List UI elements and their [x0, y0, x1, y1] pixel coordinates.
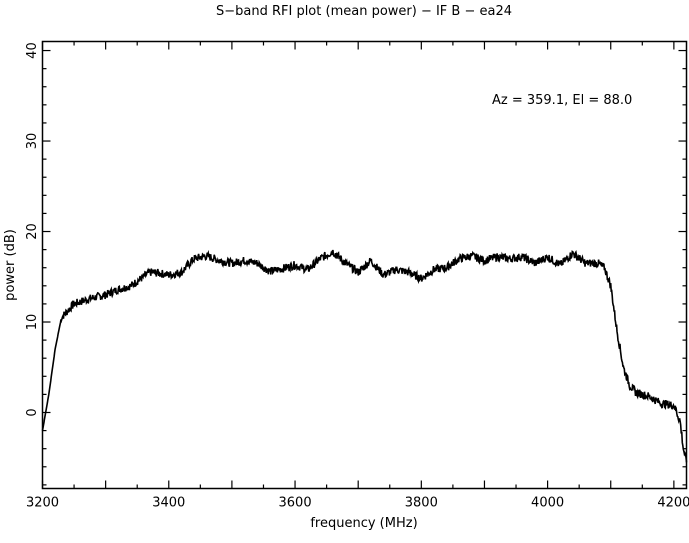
plot-frame	[41, 40, 688, 490]
x-tick-label: 4200	[657, 496, 689, 511]
x-tick-label: 4000	[531, 496, 564, 511]
ticks	[41, 41, 687, 489]
y-tick-label: 20	[25, 223, 40, 240]
az-el-annotation: Az = 359.1, El = 88.0	[492, 93, 632, 108]
chart-title: S−band RFI plot (mean power) − IF B − ea…	[216, 4, 512, 19]
y-tick-label: 10	[25, 314, 40, 331]
y-tick-label: 0	[25, 408, 40, 416]
y-tick-label: 30	[25, 133, 40, 150]
x-axis-label: frequency (MHz)	[310, 516, 417, 531]
series-line-mean-power	[41, 249, 688, 463]
x-tick-label: 3400	[152, 496, 185, 511]
x-tick-label: 3600	[279, 496, 312, 511]
x-tick-label: 3200	[26, 496, 59, 511]
tick-labels: 3200 3400 3600 3800 4000 4200 0 10 20 30 40	[25, 42, 689, 510]
y-axis-label: power (dB)	[3, 229, 18, 301]
y-tick-label: 40	[25, 42, 40, 59]
x-tick-label: 3800	[405, 496, 438, 511]
